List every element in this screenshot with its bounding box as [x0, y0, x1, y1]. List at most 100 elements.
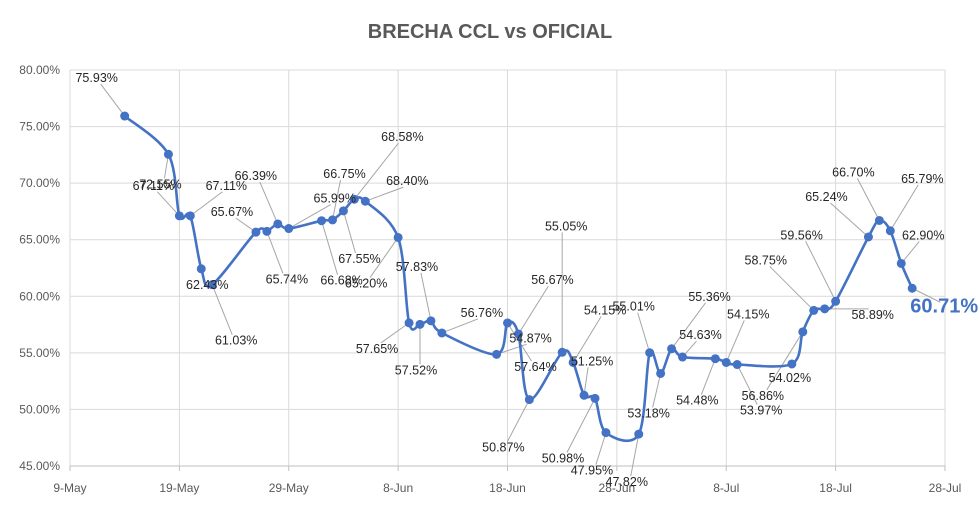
data-point [732, 360, 742, 370]
data-label: 68.40% [386, 174, 428, 188]
data-label: 54.87% [509, 331, 551, 345]
data-label: 58.89% [851, 308, 893, 322]
leader-line [856, 178, 880, 221]
leader-line [766, 331, 804, 391]
data-label: 58.75% [745, 253, 787, 267]
data-label: 66.70% [832, 165, 874, 179]
data-point [885, 226, 895, 236]
data-point [656, 368, 666, 378]
leader-line [342, 210, 356, 254]
data-point [590, 393, 600, 403]
data-point [404, 318, 414, 328]
x-tick-label: 8-Jun [383, 481, 413, 495]
data-label: 67.11% [206, 179, 247, 193]
data-label: 55.36% [688, 290, 730, 304]
data-point [503, 318, 512, 328]
data-label: 56.86% [742, 389, 784, 403]
data-point [874, 215, 884, 225]
data-point [426, 316, 436, 326]
data-label: 65.99% [314, 192, 356, 206]
data-point [557, 347, 567, 357]
data-label: 57.64% [514, 360, 556, 374]
data-label: 57.65% [356, 342, 398, 356]
data-label: 61.03% [215, 334, 257, 348]
data-point [710, 354, 720, 364]
leader-line [900, 241, 920, 264]
data-label: 75.93% [75, 71, 117, 85]
data-point [645, 348, 655, 358]
leader-line [100, 83, 126, 117]
leader-line [911, 287, 941, 303]
x-tick-label: 18-Jul [819, 481, 852, 495]
leader-line [583, 367, 589, 396]
leader-line [380, 322, 410, 344]
data-label: 59.56% [780, 228, 822, 242]
data-point [120, 111, 130, 121]
data-point [185, 211, 195, 221]
leader-line [700, 358, 716, 395]
data-point [579, 390, 589, 400]
y-tick-label: 80.00% [19, 63, 60, 77]
data-point [207, 280, 217, 290]
data-label: 54.15% [584, 303, 626, 317]
data-point [393, 232, 403, 242]
chart-title: BRECHA CCL vs OFICIAL [368, 21, 612, 43]
x-tick-label: 18-Jun [489, 481, 526, 495]
leader-line [652, 373, 662, 408]
y-tick-label: 75.00% [19, 120, 60, 134]
data-point [437, 328, 447, 338]
data-point [492, 349, 502, 359]
data-label: 66.39% [235, 169, 277, 183]
leader-line [365, 186, 404, 202]
data-label: 67.55% [338, 252, 380, 266]
data-point [907, 283, 917, 293]
data-label: 54.63% [679, 328, 721, 342]
leader-line [725, 320, 745, 363]
leader-line [420, 272, 432, 321]
data-point [174, 211, 184, 221]
data-label: 53.18% [627, 406, 669, 420]
data-point [262, 226, 272, 236]
data-label: 66.75% [323, 167, 365, 181]
leader-line [830, 202, 869, 238]
data-point [273, 219, 283, 229]
x-tick-label: 8-Jul [713, 481, 739, 495]
data-point [513, 329, 523, 339]
data-label: 56.76% [461, 306, 503, 320]
data-label: 50.87% [482, 441, 524, 455]
data-point [284, 224, 294, 234]
data-point [251, 227, 261, 237]
leader-line [566, 398, 596, 453]
leader-line [769, 266, 815, 311]
y-tick-label: 55.00% [19, 346, 60, 360]
data-label: 55.01% [612, 300, 654, 314]
leader-line [266, 231, 284, 274]
data-point [524, 395, 534, 405]
data-label: 62.90% [902, 228, 944, 242]
data-point [415, 319, 425, 329]
data-label: 54.15% [727, 307, 769, 321]
x-tick-label: 9-May [53, 481, 86, 495]
data-point [896, 258, 906, 268]
data-label: 47.82% [606, 475, 648, 489]
data-label: 54.02% [769, 371, 811, 385]
data-label: 54.48% [676, 394, 718, 408]
leader-line [157, 191, 180, 217]
label-leader-lines [100, 83, 941, 477]
leader-line [671, 302, 706, 350]
data-point [721, 357, 731, 367]
data-label: 65.20% [345, 276, 387, 290]
data-label: 65.24% [805, 190, 847, 204]
data-point [196, 264, 206, 274]
data-label: 53.97% [740, 404, 782, 418]
data-point [360, 196, 370, 206]
y-axis-ticks: 45.00% 50.00% 55.00% 60.00% 65.00% 70.00% 75.0… [19, 63, 60, 473]
data-label: 65.67% [211, 205, 253, 219]
data-labels: 75.93%72.55%67.11% 67.11%62.43%61.03%65.6… [75, 71, 978, 489]
leader-line [518, 285, 549, 335]
leader-line [321, 220, 339, 275]
data-point [601, 428, 611, 438]
y-tick-label: 70.00% [19, 176, 60, 190]
leader-line [630, 434, 640, 477]
x-tick-label: 28-Jul [929, 481, 962, 495]
